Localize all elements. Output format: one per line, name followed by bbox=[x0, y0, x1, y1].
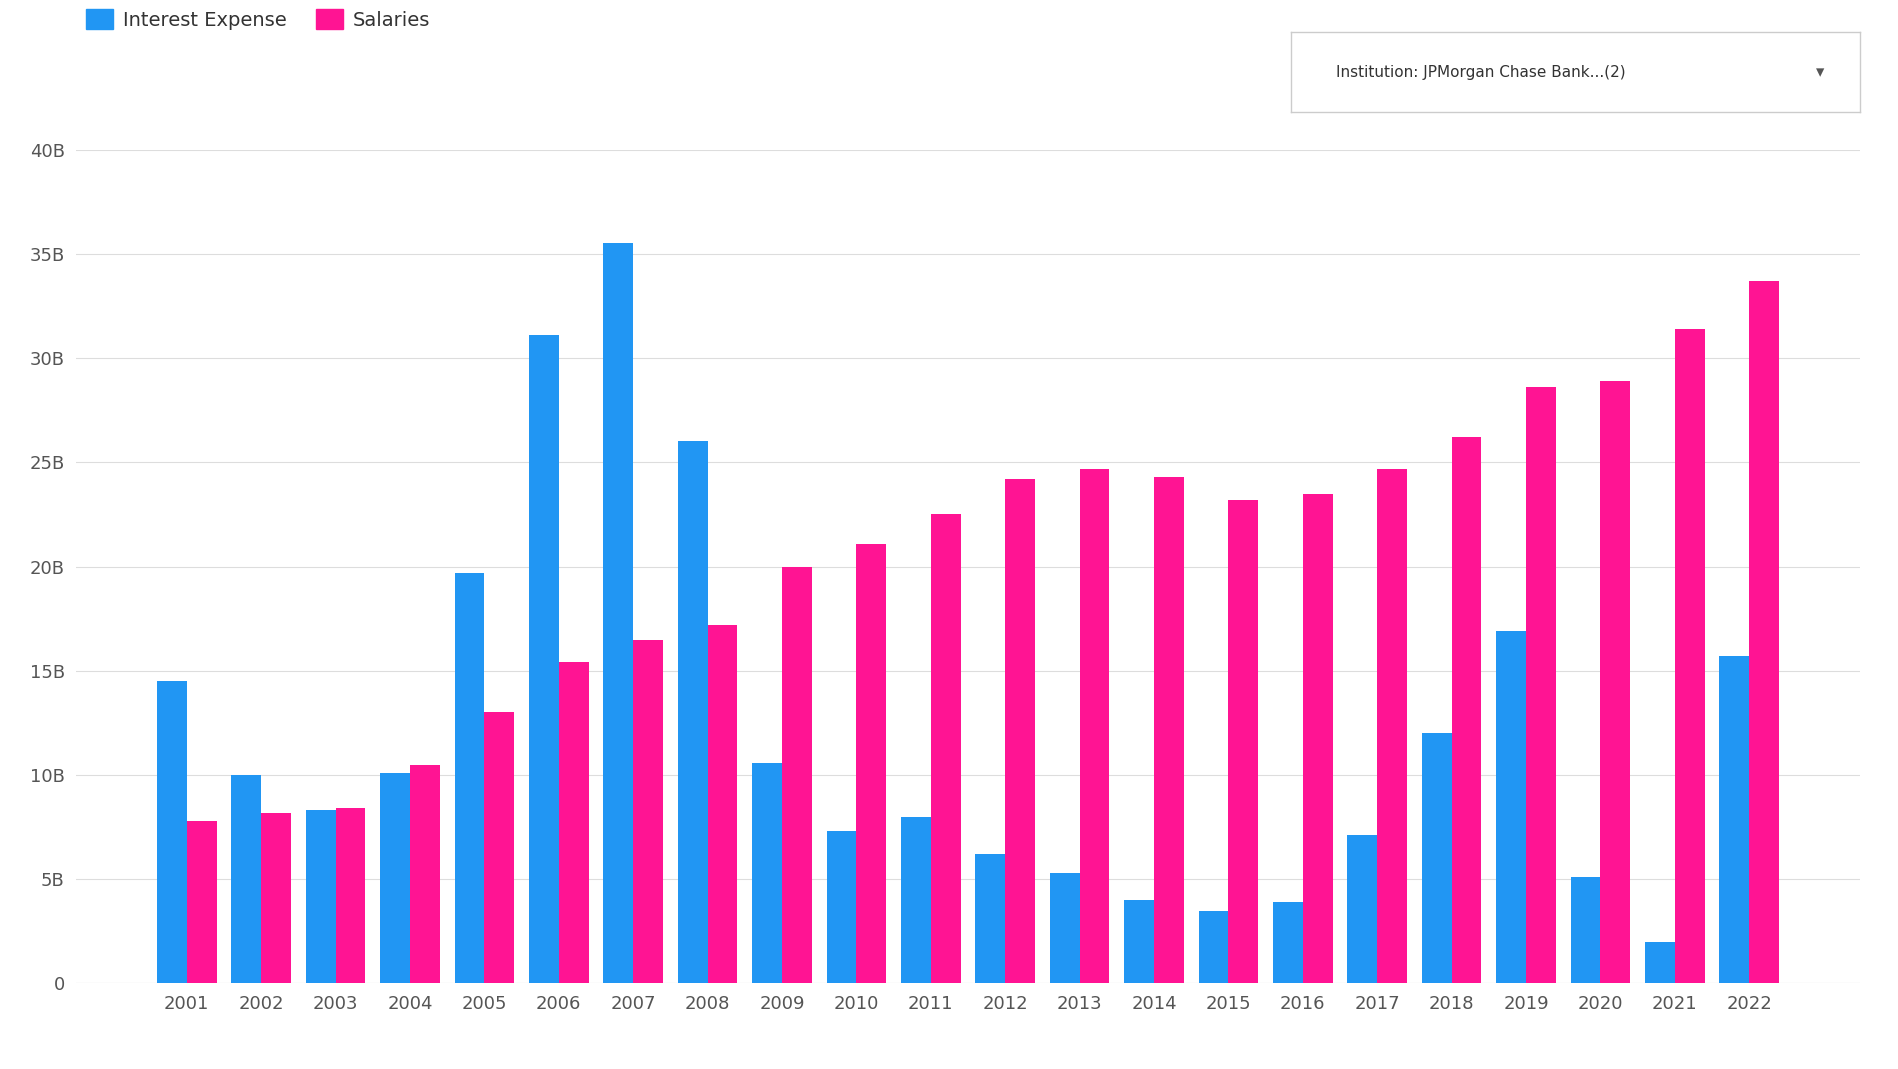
Text: Institution: JPMorgan Chase Bank...(2): Institution: JPMorgan Chase Bank...(2) bbox=[1336, 64, 1627, 80]
Bar bbox=[604, 244, 634, 983]
Bar bbox=[1348, 836, 1378, 983]
Bar bbox=[1378, 468, 1406, 983]
Bar bbox=[1228, 500, 1258, 983]
Bar bbox=[1422, 733, 1452, 983]
Bar bbox=[902, 817, 930, 983]
Bar bbox=[336, 808, 364, 983]
Bar bbox=[558, 663, 588, 983]
Bar bbox=[1274, 902, 1302, 983]
Bar bbox=[1050, 873, 1080, 983]
Bar bbox=[752, 762, 782, 983]
Bar bbox=[1006, 479, 1034, 983]
Bar bbox=[1080, 468, 1108, 983]
Bar bbox=[1572, 878, 1600, 983]
Bar bbox=[484, 712, 514, 983]
Bar bbox=[634, 639, 662, 983]
Bar bbox=[456, 573, 484, 983]
Bar bbox=[1674, 329, 1704, 983]
Bar bbox=[1154, 477, 1184, 983]
Bar bbox=[410, 764, 440, 983]
Bar bbox=[232, 775, 262, 983]
Bar bbox=[262, 812, 290, 983]
Bar bbox=[306, 810, 336, 983]
Bar bbox=[1750, 281, 1778, 983]
Bar bbox=[380, 773, 410, 983]
Text: ▾: ▾ bbox=[1816, 63, 1824, 81]
Bar bbox=[186, 821, 216, 983]
Bar bbox=[1600, 381, 1630, 983]
Bar bbox=[1646, 942, 1674, 983]
Bar bbox=[976, 854, 1006, 983]
Bar bbox=[1526, 387, 1556, 983]
Bar bbox=[1720, 656, 1750, 983]
Bar bbox=[1124, 900, 1154, 983]
Bar bbox=[1452, 437, 1480, 983]
Bar bbox=[1302, 494, 1332, 983]
Legend: Interest Expense, Salaries: Interest Expense, Salaries bbox=[85, 10, 429, 30]
Bar bbox=[782, 567, 812, 983]
Bar bbox=[856, 544, 886, 983]
Bar bbox=[828, 832, 856, 983]
Bar bbox=[1200, 911, 1228, 983]
Bar bbox=[1496, 631, 1526, 983]
Bar bbox=[530, 336, 558, 983]
Bar bbox=[158, 681, 186, 983]
Bar bbox=[930, 514, 960, 983]
Bar bbox=[678, 441, 708, 983]
Bar bbox=[708, 625, 736, 983]
